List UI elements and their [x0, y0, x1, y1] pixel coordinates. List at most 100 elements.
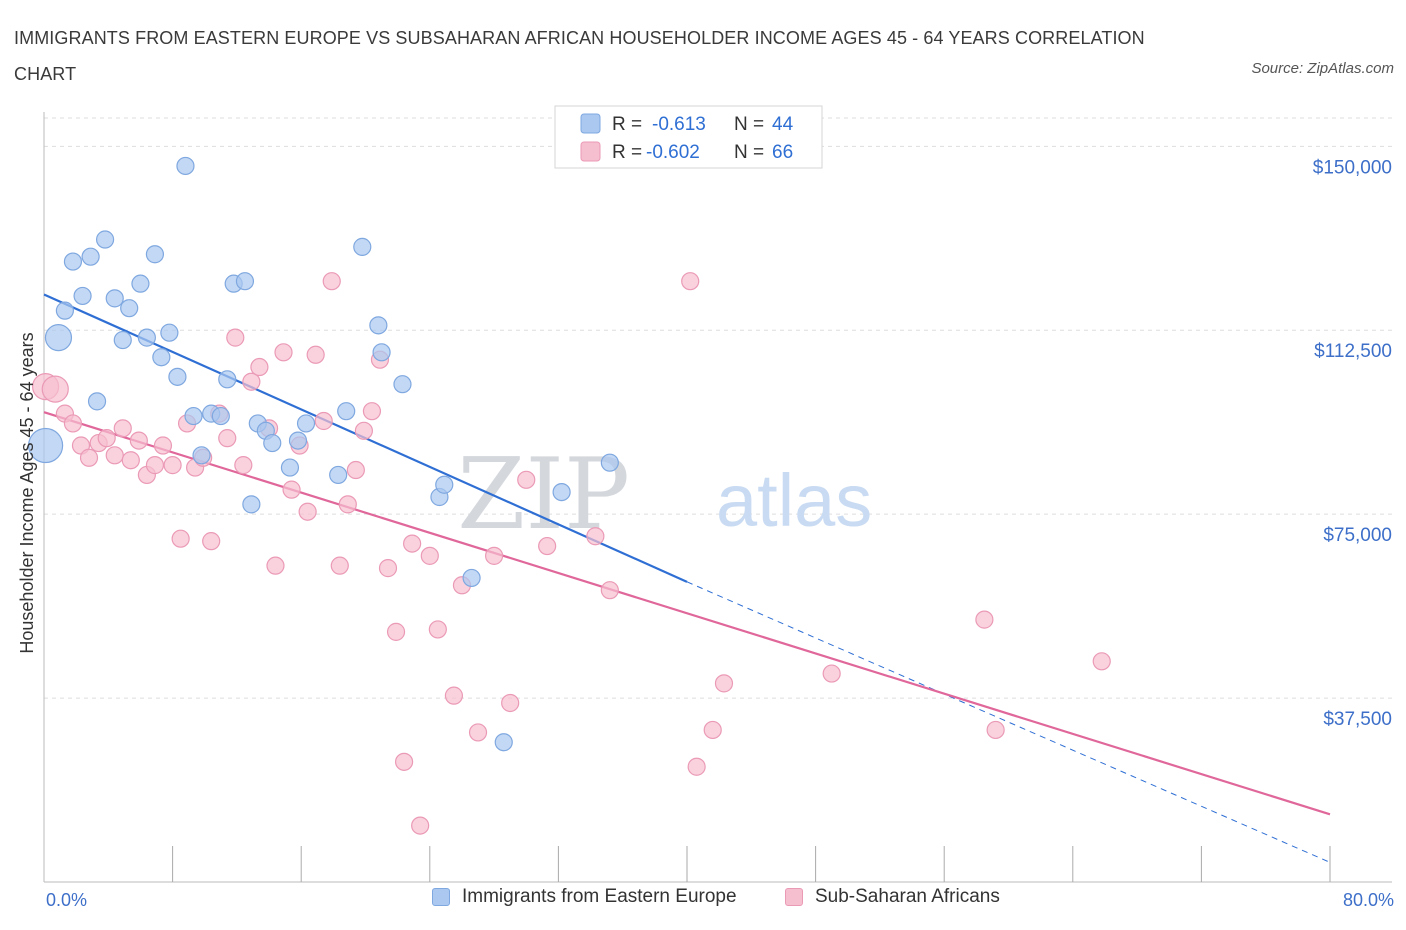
data-point-sub-saharan: [420, 546, 439, 565]
chart-title: IMMIGRANTS FROM EASTERN EUROPE VS SUBSAH…: [14, 28, 1145, 84]
data-point-eastern-europe: [218, 370, 237, 389]
data-point-sub-saharan: [113, 419, 132, 438]
data-point-sub-saharan: [266, 556, 285, 575]
data-point-sub-saharan: [314, 411, 333, 431]
data-point-eastern-europe: [145, 245, 165, 264]
data-point-eastern-europe: [44, 324, 73, 352]
data-point-sub-saharan: [681, 272, 700, 291]
gridlines: [44, 117, 1392, 699]
data-point-eastern-europe: [160, 323, 179, 342]
series-eastern-europe-points: [28, 156, 619, 752]
data-point-sub-saharan: [163, 456, 182, 475]
data-point-eastern-europe: [242, 495, 261, 514]
data-point-eastern-europe: [105, 289, 124, 308]
data-point-eastern-europe: [337, 402, 356, 421]
data-point-eastern-europe: [211, 406, 230, 426]
source-label: Source: ZipAtlas.com: [1251, 60, 1394, 77]
data-point-sub-saharan: [105, 446, 124, 465]
data-point-sub-saharan: [714, 674, 734, 693]
data-point-sub-saharan: [975, 610, 994, 629]
data-point-sub-saharan: [517, 470, 536, 489]
data-point-sub-saharan: [411, 816, 430, 835]
data-point-eastern-europe: [113, 330, 132, 350]
trend-line-pink: [43, 411, 1331, 816]
data-point-sub-saharan: [250, 357, 269, 377]
data-point-sub-saharan: [468, 723, 488, 742]
data-point-eastern-europe: [369, 316, 388, 335]
data-point-eastern-europe: [184, 406, 203, 426]
x-axis-max-label: 80.0%: [1342, 890, 1394, 910]
data-point-sub-saharan: [41, 375, 69, 403]
legend-item-sub-saharan[interactable]: Sub-Saharan Africans: [785, 886, 1000, 908]
data-point-sub-saharan: [362, 402, 382, 421]
data-point-sub-saharan: [394, 752, 414, 771]
data-point-sub-saharan: [234, 456, 253, 475]
legend-r-label-1: R =: [612, 114, 642, 135]
data-point-eastern-europe: [168, 367, 187, 386]
data-point-eastern-europe: [95, 230, 115, 249]
data-point-sub-saharan: [338, 495, 357, 514]
data-point-sub-saharan: [600, 581, 619, 600]
data-point-eastern-europe: [131, 274, 150, 293]
data-point-eastern-europe: [87, 392, 107, 411]
y-tick-label: $112,500: [1314, 341, 1392, 362]
legend-item-eastern-europe[interactable]: Immigrants from Eastern Europe: [432, 886, 737, 908]
legend-n-label-1: N =: [734, 114, 764, 135]
x-axis-min-label: 0.0%: [46, 890, 88, 910]
data-point-sub-saharan: [145, 456, 165, 475]
data-point-sub-saharan: [306, 345, 325, 364]
data-point-eastern-europe: [137, 328, 156, 347]
data-point-sub-saharan: [153, 436, 173, 455]
legend-blue-swatch: [580, 113, 601, 134]
data-point-sub-saharan: [282, 480, 301, 499]
data-point-sub-saharan: [226, 328, 245, 347]
watermark-atlas: atlas: [716, 459, 872, 542]
data-point-eastern-europe: [192, 446, 211, 465]
axes: [43, 112, 1392, 883]
data-point-eastern-europe: [152, 348, 171, 367]
data-point-sub-saharan: [378, 559, 398, 578]
data-point-sub-saharan: [354, 421, 373, 440]
data-point-sub-saharan: [346, 460, 365, 480]
data-point-eastern-europe: [494, 733, 513, 752]
data-point-eastern-europe: [462, 568, 481, 588]
data-point-eastern-europe: [435, 475, 454, 494]
legend-n-value-2: 66: [772, 142, 793, 163]
data-point-sub-saharan: [703, 720, 722, 740]
y-tick-label: $150,000: [1313, 157, 1392, 178]
data-point-sub-saharan: [485, 546, 504, 565]
y-tick-labels: $37,500 $75,000 $112,500 $150,000: [1313, 157, 1392, 730]
legend-swatch-blue: [432, 888, 450, 906]
legend-pink-swatch: [580, 141, 601, 162]
data-point-sub-saharan: [63, 414, 83, 433]
data-point-sub-saharan: [538, 536, 557, 556]
data-point-eastern-europe: [235, 272, 255, 291]
data-point-eastern-europe: [329, 465, 348, 485]
watermark: ZIP atlas: [457, 438, 872, 552]
data-point-eastern-europe: [372, 343, 391, 362]
y-tick-label: $37,500: [1323, 709, 1392, 730]
data-point-sub-saharan: [403, 534, 422, 553]
data-point-sub-saharan: [444, 686, 464, 705]
trend-lines: [43, 293, 1331, 863]
legend-label-sub-saharan: Sub-Saharan Africans: [815, 886, 1000, 907]
trend-line-blue-extension: [686, 581, 1331, 863]
data-point-eastern-europe: [176, 156, 195, 176]
data-point-sub-saharan: [586, 527, 605, 546]
legend-r-value-1: -0.613: [652, 114, 706, 135]
data-point-sub-saharan: [822, 664, 841, 683]
data-point-eastern-europe: [600, 453, 619, 472]
data-point-eastern-europe: [280, 458, 300, 477]
data-point-sub-saharan: [1092, 652, 1111, 671]
y-axis-label: Householder Income Ages 45 - 64 years: [17, 332, 37, 653]
legend-swatch-pink: [785, 888, 803, 906]
legend-label-eastern-europe: Immigrants from Eastern Europe: [462, 886, 737, 907]
data-point-eastern-europe: [120, 299, 139, 318]
correlation-legend: R = -0.613 N = 44 R = -0.602 N = 66: [554, 105, 823, 169]
data-point-sub-saharan: [986, 720, 1005, 740]
data-point-sub-saharan: [501, 693, 520, 713]
data-point-sub-saharan: [202, 532, 221, 551]
legend-r-label-2: R =: [612, 142, 642, 163]
data-point-sub-saharan: [428, 620, 447, 639]
data-point-sub-saharan: [242, 372, 261, 391]
